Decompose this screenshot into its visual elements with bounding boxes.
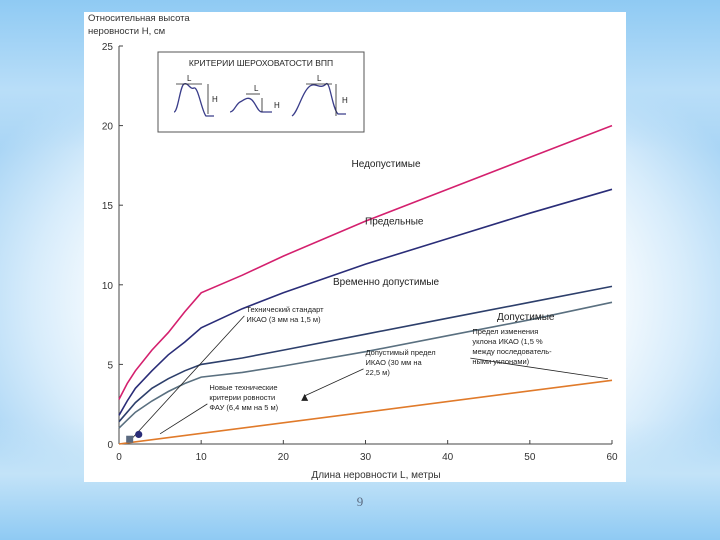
y-tick-label: 15 [102, 201, 114, 212]
chart-axes: 0 5 10 15 20 25 0 10 20 30 40 50 60 [102, 42, 618, 463]
series-label-4: Допустимые [497, 312, 555, 323]
marker-square [126, 435, 134, 443]
marker-triangle [301, 393, 309, 401]
x-axis-label: Длина неровности L, метры [311, 470, 440, 481]
annotation-line: Новые технические [209, 383, 277, 392]
annotation-layer: Технический стандарт ИКАО (3 мм на 1,5 м)… [131, 305, 608, 440]
annotation-leader-1 [131, 315, 245, 440]
series-label-2: Предельные [365, 216, 424, 227]
inset-label-h: H [342, 96, 348, 105]
y-axis-label: Относительная высота неровности H, см [88, 13, 190, 37]
series-label-3: Временно допустимые [333, 277, 440, 288]
y-tick-label: 10 [102, 281, 114, 292]
inset-profile-2 [229, 97, 272, 113]
marker-layer [126, 393, 309, 443]
annotation-leader-4 [470, 357, 608, 380]
x-tick-label: 40 [442, 452, 454, 463]
series-line-2 [118, 188, 613, 416]
annotation-line: Предел изменения [472, 327, 538, 336]
annotation-line: ФАУ (6,4 мм на 5 м) [209, 403, 278, 412]
roughness-criteria-inset: КРИТЕРИИ ШЕРОХОВАТОСТИ ВПП L H L H L H [157, 51, 365, 133]
annotation-line: ИКАО (30 мм на [366, 358, 423, 367]
roughness-chart: 0 5 10 15 20 25 0 10 20 30 40 50 60 Относительная вы… [88, 13, 618, 481]
annotation-line: ИКАО (3 мм на 1,5 м) [246, 315, 321, 324]
annotation-line: Допустимый предел [366, 348, 436, 357]
annotation-3: Новые технические критерии ровности ФАУ (6… [209, 383, 278, 412]
annotation-line: уклона ИКАО (1,5 % [472, 337, 543, 346]
inset-profile-1 [173, 83, 214, 117]
inset-profile-3 [291, 83, 346, 117]
y-tick-label: 5 [107, 360, 113, 371]
annotation-leader-2 [303, 368, 364, 397]
annotation-4: Предел изменения уклона ИКАО (1,5 % между … [472, 327, 552, 366]
series-line-3 [118, 285, 613, 423]
series-line-4 [118, 301, 613, 429]
series-line-5 [118, 379, 613, 445]
series-layer: Недопустимые Предельные Временно допустимы… [118, 124, 613, 445]
slide-panel: 0 5 10 15 20 25 0 10 20 30 40 50 60 Относительная вы… [84, 12, 626, 482]
inset-label-l: L [317, 74, 322, 83]
annotation-line: критерии ровности [209, 393, 275, 402]
x-tick-label: 10 [196, 452, 208, 463]
inset-frame [157, 51, 365, 133]
series-line-1 [118, 124, 613, 400]
annotation-2: Допустимый предел ИКАО (30 мм на 22,5 м) [366, 348, 436, 377]
inset-profile-sketches: L H L H L H [173, 74, 348, 117]
annotation-line: между последователь- [472, 347, 552, 356]
annotation-line: Технический стандарт [246, 305, 324, 314]
inset-label-h: H [274, 101, 280, 110]
annotation-line: ными уклонами) [472, 357, 529, 366]
x-tick-label: 0 [116, 452, 122, 463]
inset-title: КРИТЕРИИ ШЕРОХОВАТОСТИ ВПП [189, 58, 333, 68]
inset-label-l: L [187, 74, 192, 83]
inset-label-h: H [212, 95, 218, 104]
marker-circle [135, 430, 143, 439]
y-tick-label: 25 [102, 42, 114, 53]
inset-label-l: L [254, 84, 259, 93]
x-tick-label: 20 [278, 452, 290, 463]
x-tick-label: 60 [606, 452, 618, 463]
y-axis-label-line1: Относительная высота [88, 13, 190, 24]
x-tick-label: 50 [524, 452, 536, 463]
annotation-leader-3 [159, 403, 208, 435]
page-number: 9 [356, 494, 364, 509]
y-axis-label-line2: неровности H, см [88, 26, 165, 37]
y-tick-label: 20 [102, 122, 114, 133]
series-label-1: Недопустимые [352, 159, 421, 170]
annotation-line: 22,5 м) [366, 368, 391, 377]
annotation-1: Технический стандарт ИКАО (3 мм на 1,5 м) [246, 305, 324, 324]
y-tick-label: 0 [107, 440, 113, 451]
x-tick-label: 30 [360, 452, 372, 463]
